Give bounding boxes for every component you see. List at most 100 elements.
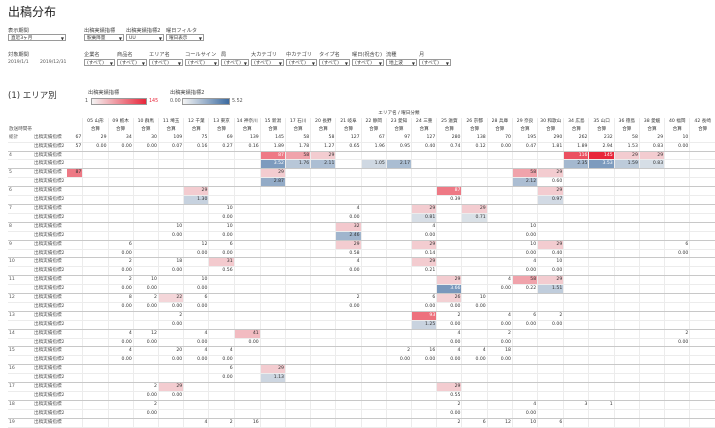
value-cell — [461, 177, 488, 188]
measure-label: 出稿実績指標2 — [32, 177, 67, 188]
value-cell: 6 — [461, 418, 488, 428]
dim-filter-select[interactable]: (すべて) ▼ — [419, 59, 451, 66]
value-cell — [259, 409, 286, 419]
value-cell — [436, 222, 462, 232]
value-cell — [259, 400, 286, 410]
value-cell: 0.00 — [132, 409, 159, 419]
sub-header: 合算 — [233, 125, 261, 134]
sub-header: 合算 — [259, 125, 286, 134]
dim-filter-select[interactable]: (すべて) ▼ — [149, 59, 183, 66]
value-cell — [689, 249, 715, 259]
value-cell — [638, 373, 665, 384]
value-cell — [486, 266, 513, 277]
value-cell: 93 — [411, 311, 437, 321]
row-spacer — [8, 409, 33, 419]
dim-filter-select[interactable]: (すべて) ▼ — [117, 59, 147, 66]
value-cell — [310, 177, 336, 188]
value-cell: 0.00 — [107, 338, 134, 348]
metric2-select[interactable]: UU ▼ — [126, 34, 164, 41]
value-cell — [461, 329, 488, 339]
value-cell — [689, 159, 715, 170]
value-cell — [664, 266, 690, 277]
value-cell — [613, 409, 640, 419]
value-cell — [208, 400, 235, 410]
value-cell: 26 — [436, 293, 462, 303]
value-cell — [689, 275, 715, 286]
value-cell — [208, 168, 235, 179]
value-cell: 3.52 — [259, 159, 286, 170]
value-cell — [233, 222, 261, 232]
sub-header: 合算 — [107, 125, 134, 134]
value-cell: 29 — [537, 168, 564, 179]
dim-filter-value: (すべて) — [289, 61, 306, 66]
dim-filter-select[interactable]: (すべて) ▼ — [319, 59, 350, 66]
value-cell — [233, 186, 261, 197]
dim-filter-label: 流種 — [386, 52, 397, 58]
dim-filter-select[interactable]: (すべて) ▼ — [286, 59, 317, 66]
table-row: 出稿実績指標2 0.00 0.00 0.00 0.00 0.00 0.00 0.00 — [8, 338, 715, 348]
dim-filter-select[interactable]: 地上波 ▼ — [386, 59, 417, 66]
value-cell — [82, 249, 109, 259]
dim-filter-label: 商品名 — [117, 52, 133, 58]
row-total-cell — [66, 266, 83, 277]
value-cell — [284, 329, 311, 339]
weekday-select[interactable]: 曜日表示 ▼ — [166, 34, 204, 41]
period-select[interactable]: 直近3ヶ月 ▼ — [8, 34, 66, 41]
value-cell — [461, 266, 488, 277]
value-cell: 2.87 — [259, 177, 286, 188]
value-cell — [537, 293, 564, 303]
dim-filter-select[interactable]: (すべて) ▼ — [221, 59, 249, 66]
area-header: 11 埼玉 — [157, 117, 184, 126]
metric1-select[interactable]: 駅乗降量 ▼ — [84, 34, 124, 41]
chevron-down-icon: ▼ — [118, 36, 122, 41]
value-cell — [82, 293, 109, 303]
value-cell — [360, 346, 387, 357]
sub-header: 合算 — [461, 125, 488, 134]
value-cell — [436, 257, 462, 268]
value-cell — [638, 222, 665, 232]
time-slot-label: 16 — [8, 364, 33, 375]
row-total-cell — [66, 151, 83, 161]
dim-filter-select[interactable]: (すべて) ▼ — [251, 59, 284, 66]
value-cell — [411, 391, 437, 401]
total-value: 10 — [664, 133, 690, 143]
value-cell — [385, 284, 412, 295]
value-cell — [436, 266, 462, 277]
value-cell — [613, 222, 640, 232]
value-cell — [385, 338, 412, 348]
value-cell — [107, 177, 134, 188]
value-cell: 0.00 — [208, 373, 235, 384]
measure-label: 出稿実績指標 — [32, 168, 67, 179]
area-header: 29 奈良 — [511, 117, 538, 126]
value-cell — [157, 195, 184, 205]
value-cell: 1.13 — [259, 373, 286, 384]
row-total-cell — [66, 204, 83, 214]
dim-filter-select[interactable]: (すべて) ▼ — [185, 59, 219, 66]
value-cell — [310, 186, 336, 197]
total-value: 58 — [310, 133, 336, 143]
value-cell — [107, 382, 134, 392]
area-header: 42 長崎 — [689, 117, 715, 126]
value-cell — [284, 168, 311, 179]
total-label — [8, 142, 33, 152]
dim-filter-select[interactable]: (すべて) ▼ — [352, 59, 384, 66]
value-cell: 2 — [157, 311, 184, 321]
measure-label: 出稿実績指標2 — [32, 373, 67, 384]
sub-header: 合算 — [411, 125, 437, 134]
dim-filter-label: 曜日(祝含む) — [352, 52, 382, 58]
value-cell — [537, 391, 564, 401]
row-header-label: 放送時間帯 — [9, 126, 32, 132]
value-cell — [208, 177, 235, 188]
sub-header: 合算 — [335, 125, 362, 134]
value-cell — [588, 204, 615, 214]
value-cell — [233, 195, 261, 205]
value-cell — [132, 168, 159, 179]
value-cell — [208, 275, 235, 286]
value-cell — [385, 418, 412, 428]
time-slot-label: 12 — [8, 293, 33, 303]
value-cell — [563, 222, 589, 232]
value-cell — [284, 391, 311, 401]
value-cell — [613, 213, 640, 223]
dim-filter-select[interactable]: (すべて) ▼ — [84, 59, 115, 66]
value-cell: 6 — [107, 240, 134, 250]
